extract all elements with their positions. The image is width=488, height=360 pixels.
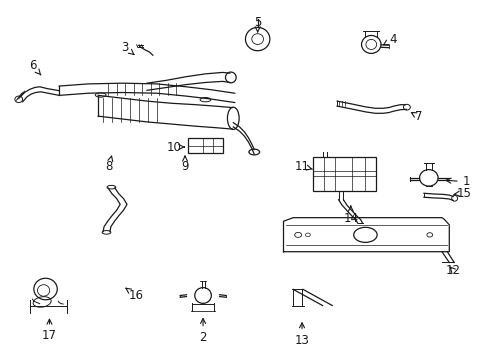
Text: 10: 10 [166,140,184,153]
Text: 2: 2 [199,319,206,344]
Text: 12: 12 [445,264,460,277]
Text: 17: 17 [42,319,57,342]
Text: 8: 8 [105,156,113,173]
Text: 15: 15 [453,187,470,200]
Text: 14: 14 [343,206,358,225]
Text: 4: 4 [383,32,396,46]
Text: 13: 13 [294,323,309,347]
Bar [312,157,375,192]
Text: 5: 5 [253,16,261,32]
Text: 16: 16 [125,288,143,302]
Text: 11: 11 [294,160,312,173]
Text: 1: 1 [445,175,469,188]
Text: 6: 6 [29,59,41,75]
Bar [188,138,222,153]
Text: 9: 9 [181,156,188,173]
Text: 3: 3 [121,41,134,55]
Text: 7: 7 [410,111,422,123]
